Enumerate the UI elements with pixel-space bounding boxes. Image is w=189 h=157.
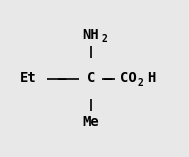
Text: H: H bbox=[147, 71, 155, 86]
Text: 2: 2 bbox=[102, 34, 108, 44]
Text: Et: Et bbox=[20, 71, 37, 86]
Text: —: — bbox=[105, 71, 113, 86]
Text: 2: 2 bbox=[138, 78, 144, 88]
Text: NH: NH bbox=[82, 27, 99, 42]
Text: CO: CO bbox=[120, 71, 137, 86]
Text: C: C bbox=[87, 71, 95, 86]
Text: —: — bbox=[58, 71, 67, 86]
Text: Me: Me bbox=[82, 115, 99, 130]
